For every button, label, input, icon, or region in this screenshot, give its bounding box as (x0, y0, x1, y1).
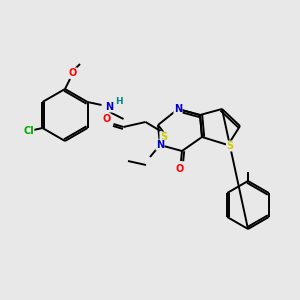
Text: O: O (102, 114, 111, 124)
Text: S: S (226, 141, 234, 151)
Text: H: H (115, 98, 122, 106)
Text: S: S (160, 132, 167, 142)
Text: O: O (176, 164, 184, 174)
Text: O: O (69, 68, 77, 78)
Text: N: N (156, 140, 164, 150)
Text: Cl: Cl (23, 126, 34, 136)
Text: N: N (174, 104, 182, 114)
Text: N: N (106, 102, 114, 112)
